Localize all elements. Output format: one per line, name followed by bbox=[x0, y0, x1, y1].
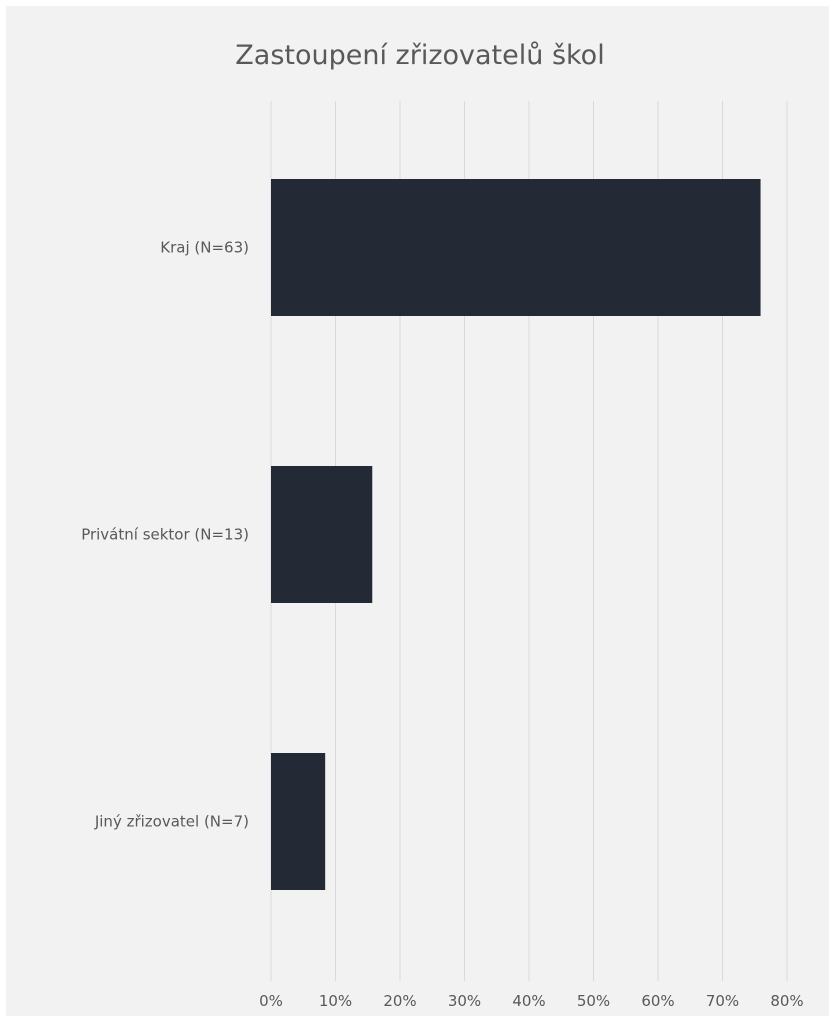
x-tick-label: 60% bbox=[641, 992, 674, 1010]
bars bbox=[271, 179, 761, 890]
x-tick-label: 20% bbox=[383, 992, 416, 1010]
category-label: Kraj (N=63) bbox=[160, 239, 249, 257]
chart-area: Zastoupení zřizovatelů škol Kraj (N=63) P… bbox=[6, 6, 829, 1016]
category-label: Jiný zřizovatel (N=7) bbox=[94, 813, 249, 831]
x-tick-label: 10% bbox=[319, 992, 352, 1010]
x-tick-label: 80% bbox=[770, 992, 803, 1010]
bar-chart: Zastoupení zřizovatelů škol Kraj (N=63) P… bbox=[81, 40, 804, 1010]
x-axis-tick-labels: 0% 10% 20% 30% 40% 50% 60% 70% 80% bbox=[259, 992, 804, 1010]
category-label: Privátní sektor (N=13) bbox=[81, 526, 249, 544]
x-tick-label: 70% bbox=[706, 992, 739, 1010]
bar bbox=[271, 466, 373, 603]
bar bbox=[271, 179, 761, 316]
x-tick-label: 40% bbox=[512, 992, 545, 1010]
category-labels: Kraj (N=63) Privátní sektor (N=13) Jiný zř… bbox=[81, 239, 249, 831]
x-tick-label: 30% bbox=[448, 992, 481, 1010]
bar bbox=[271, 753, 326, 890]
chart-title: Zastoupení zřizovatelů škol bbox=[235, 40, 604, 71]
x-tick-label: 0% bbox=[259, 992, 283, 1010]
x-tick-label: 50% bbox=[577, 992, 610, 1010]
